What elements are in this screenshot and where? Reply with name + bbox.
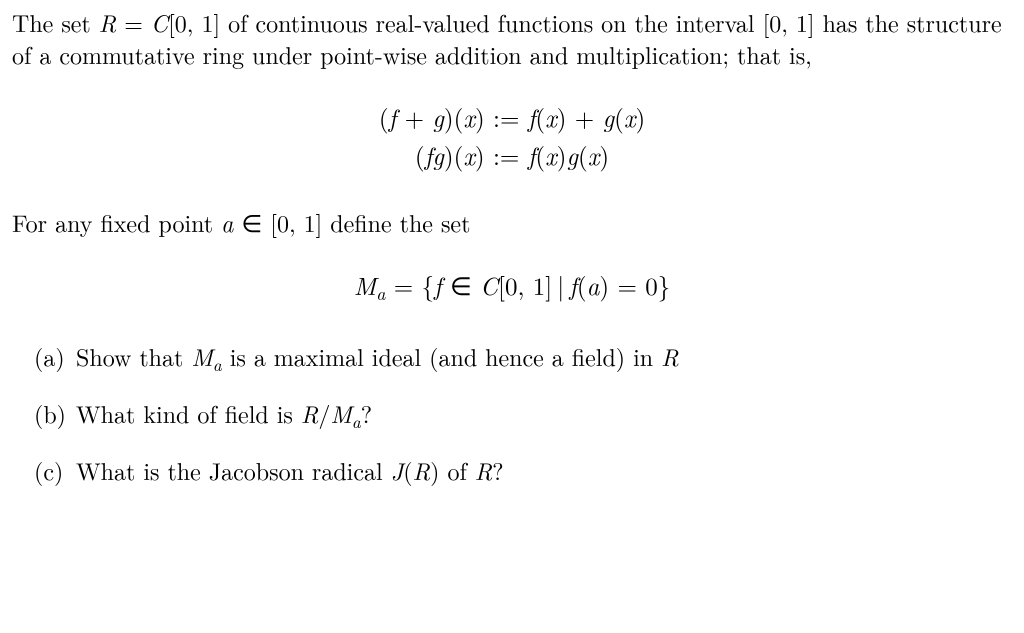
intro-interval: [0, 1] xyxy=(763,5,815,39)
fixed-point-paragraph: For any fixed point a ∈ [0, 1] define th… xyxy=(12,206,1012,238)
item-marker-a: (a) xyxy=(34,340,76,377)
item-a-mid: is a maximal ideal (and hence a field) i… xyxy=(222,339,661,373)
item-b-pre: What kind of field is xyxy=(76,396,301,430)
intro-R-def: R = C[0, 1] xyxy=(99,5,220,39)
item-c-mid: of xyxy=(439,453,474,487)
item-b-quot: R/Ma xyxy=(301,396,361,430)
fixedpoint-pre: For any fixed point xyxy=(12,205,221,239)
list-item-c: (c) What is the Jacobson radical J(R) of… xyxy=(34,454,1012,486)
item-marker-c: (c) xyxy=(34,454,76,486)
problem-list: (a) Show that Ma is a maximal ideal (and… xyxy=(34,340,1012,487)
page-root: The set R = C[0, 1] of continuous real-v… xyxy=(0,0,1024,487)
equation-addition: (f + g)(x) := f(x) + g(x) xyxy=(12,101,1012,135)
fixedpoint-a-in: a ∈ [0, 1] xyxy=(221,205,322,239)
item-a-R: R xyxy=(661,339,679,373)
fixedpoint-post: define the set xyxy=(322,205,470,239)
list-item-a: (a) Show that Ma is a maximal ideal (and… xyxy=(34,340,1012,377)
item-c-R: R xyxy=(475,453,493,487)
item-marker-b: (b) xyxy=(34,397,76,434)
item-body-b: What kind of field is R/Ma? xyxy=(76,397,1012,434)
equation-Ma-def: Ma = {f ∈ C[0, 1] | f(a) = 0} xyxy=(12,269,1012,306)
item-c-pre: What is the Jacobson radical xyxy=(76,453,391,487)
item-body-a: Show that Ma is a maximal ideal (and hen… xyxy=(76,340,1012,377)
equation-multiplication: (fg)(x) := f(x)g(x) xyxy=(12,139,1012,173)
intro-paragraph: The set R = C[0, 1] of continuous real-v… xyxy=(12,6,1012,71)
item-body-c: What is the Jacobson radical J(R) of R? xyxy=(76,454,1012,486)
item-a-Ma: Ma xyxy=(191,339,221,373)
item-a-pre: Show that xyxy=(76,339,191,373)
intro-text-mid1: of continuous real-valued functions on t… xyxy=(220,5,762,39)
intro-text-pre: The set xyxy=(12,5,99,39)
item-b-post: ? xyxy=(361,396,372,430)
list-item-b: (b) What kind of field is R/Ma? xyxy=(34,397,1012,434)
item-c-JR: J(R) xyxy=(391,453,440,487)
equation-block-2: Ma = {f ∈ C[0, 1] | f(a) = 0} xyxy=(12,269,1012,306)
item-c-post: ? xyxy=(492,453,503,487)
equation-block-1: (f + g)(x) := f(x) + g(x) (fg)(x) := f(x… xyxy=(12,101,1012,173)
